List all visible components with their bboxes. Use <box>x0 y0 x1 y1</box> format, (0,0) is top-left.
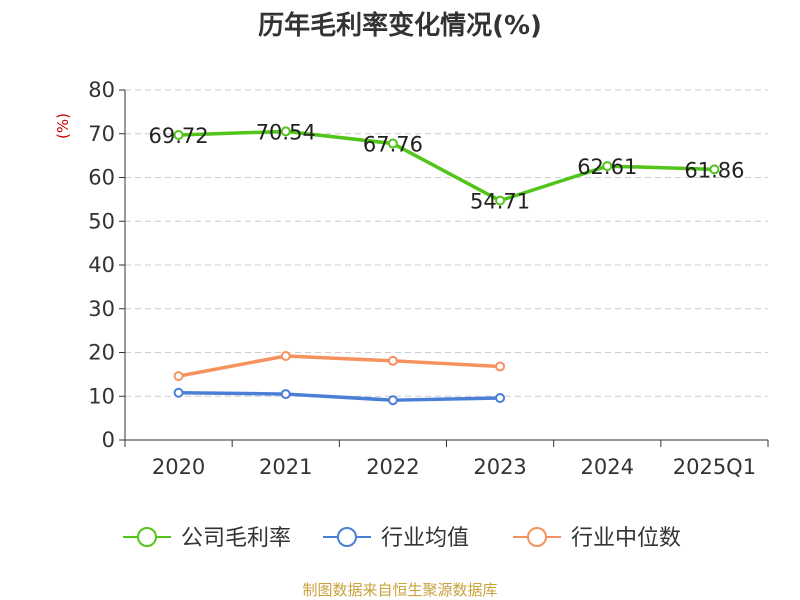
data-point <box>602 161 613 172</box>
data-point <box>387 355 398 366</box>
data-label: 61.86 <box>684 158 744 182</box>
legend-label-1: 公司毛利率 <box>181 526 291 551</box>
y-tick-label: 0 <box>102 428 115 452</box>
data-label: 54.71 <box>470 190 530 214</box>
x-tick-label: 2020 <box>152 455 205 479</box>
source-note: 制图数据来自恒生聚源数据库 <box>302 581 497 599</box>
x-tick-label: 2021 <box>259 455 312 479</box>
data-label: 67.76 <box>363 133 423 157</box>
x-tick-label: 2023 <box>473 455 526 479</box>
x-tick-label: 2022 <box>366 455 419 479</box>
data-point <box>173 371 184 382</box>
data-point <box>709 164 720 175</box>
y-tick-label: 40 <box>88 253 115 277</box>
y-tick-label: 80 <box>88 78 115 102</box>
y-tick-label: 50 <box>88 209 115 233</box>
data-label: 70.54 <box>256 120 316 144</box>
data-point <box>387 138 398 149</box>
data-point <box>173 129 184 140</box>
data-point <box>387 395 398 406</box>
y-tick-label: 70 <box>88 122 115 146</box>
legend[interactable]: 公司毛利率 行业均值 行业中位数 <box>123 526 681 551</box>
data-point <box>280 389 291 400</box>
legend-marker-2 <box>337 527 357 547</box>
data-label: 69.72 <box>149 124 209 148</box>
data-labels: 69.72 70.54 67.76 54.71 62.61 61.86 <box>149 120 745 213</box>
legend-label-2: 行业均值 <box>381 526 469 551</box>
data-point <box>495 393 506 403</box>
data-point <box>495 361 506 372</box>
legend-marker-1 <box>137 527 157 547</box>
y-axis-unit: (%) <box>54 113 72 139</box>
series-lines <box>173 126 720 406</box>
data-point <box>173 387 184 398</box>
series-line-3 <box>176 354 502 378</box>
x-tick-label: 2025Q1 <box>673 455 756 479</box>
x-tick-label: 2024 <box>581 455 634 479</box>
grid-lines <box>125 89 768 397</box>
legend-label-3: 行业中位数 <box>571 526 681 551</box>
legend-marker-3 <box>527 527 547 547</box>
y-tick-label: 30 <box>88 297 115 321</box>
chart-title: 历年毛利率变化情况(%) <box>258 10 542 41</box>
data-point <box>495 195 506 206</box>
y-tick-label: 20 <box>88 341 115 365</box>
data-label: 62.61 <box>577 155 637 179</box>
data-point <box>280 351 291 361</box>
series-line-1 <box>176 129 717 203</box>
y-tick-label: 10 <box>88 384 115 408</box>
series-line-2 <box>176 391 502 402</box>
axes: 0 10 20 30 40 50 60 70 80 2020 2021 2022 2023 2024 202… <box>88 78 769 479</box>
data-point <box>280 126 291 137</box>
y-tick-label: 60 <box>88 166 115 190</box>
